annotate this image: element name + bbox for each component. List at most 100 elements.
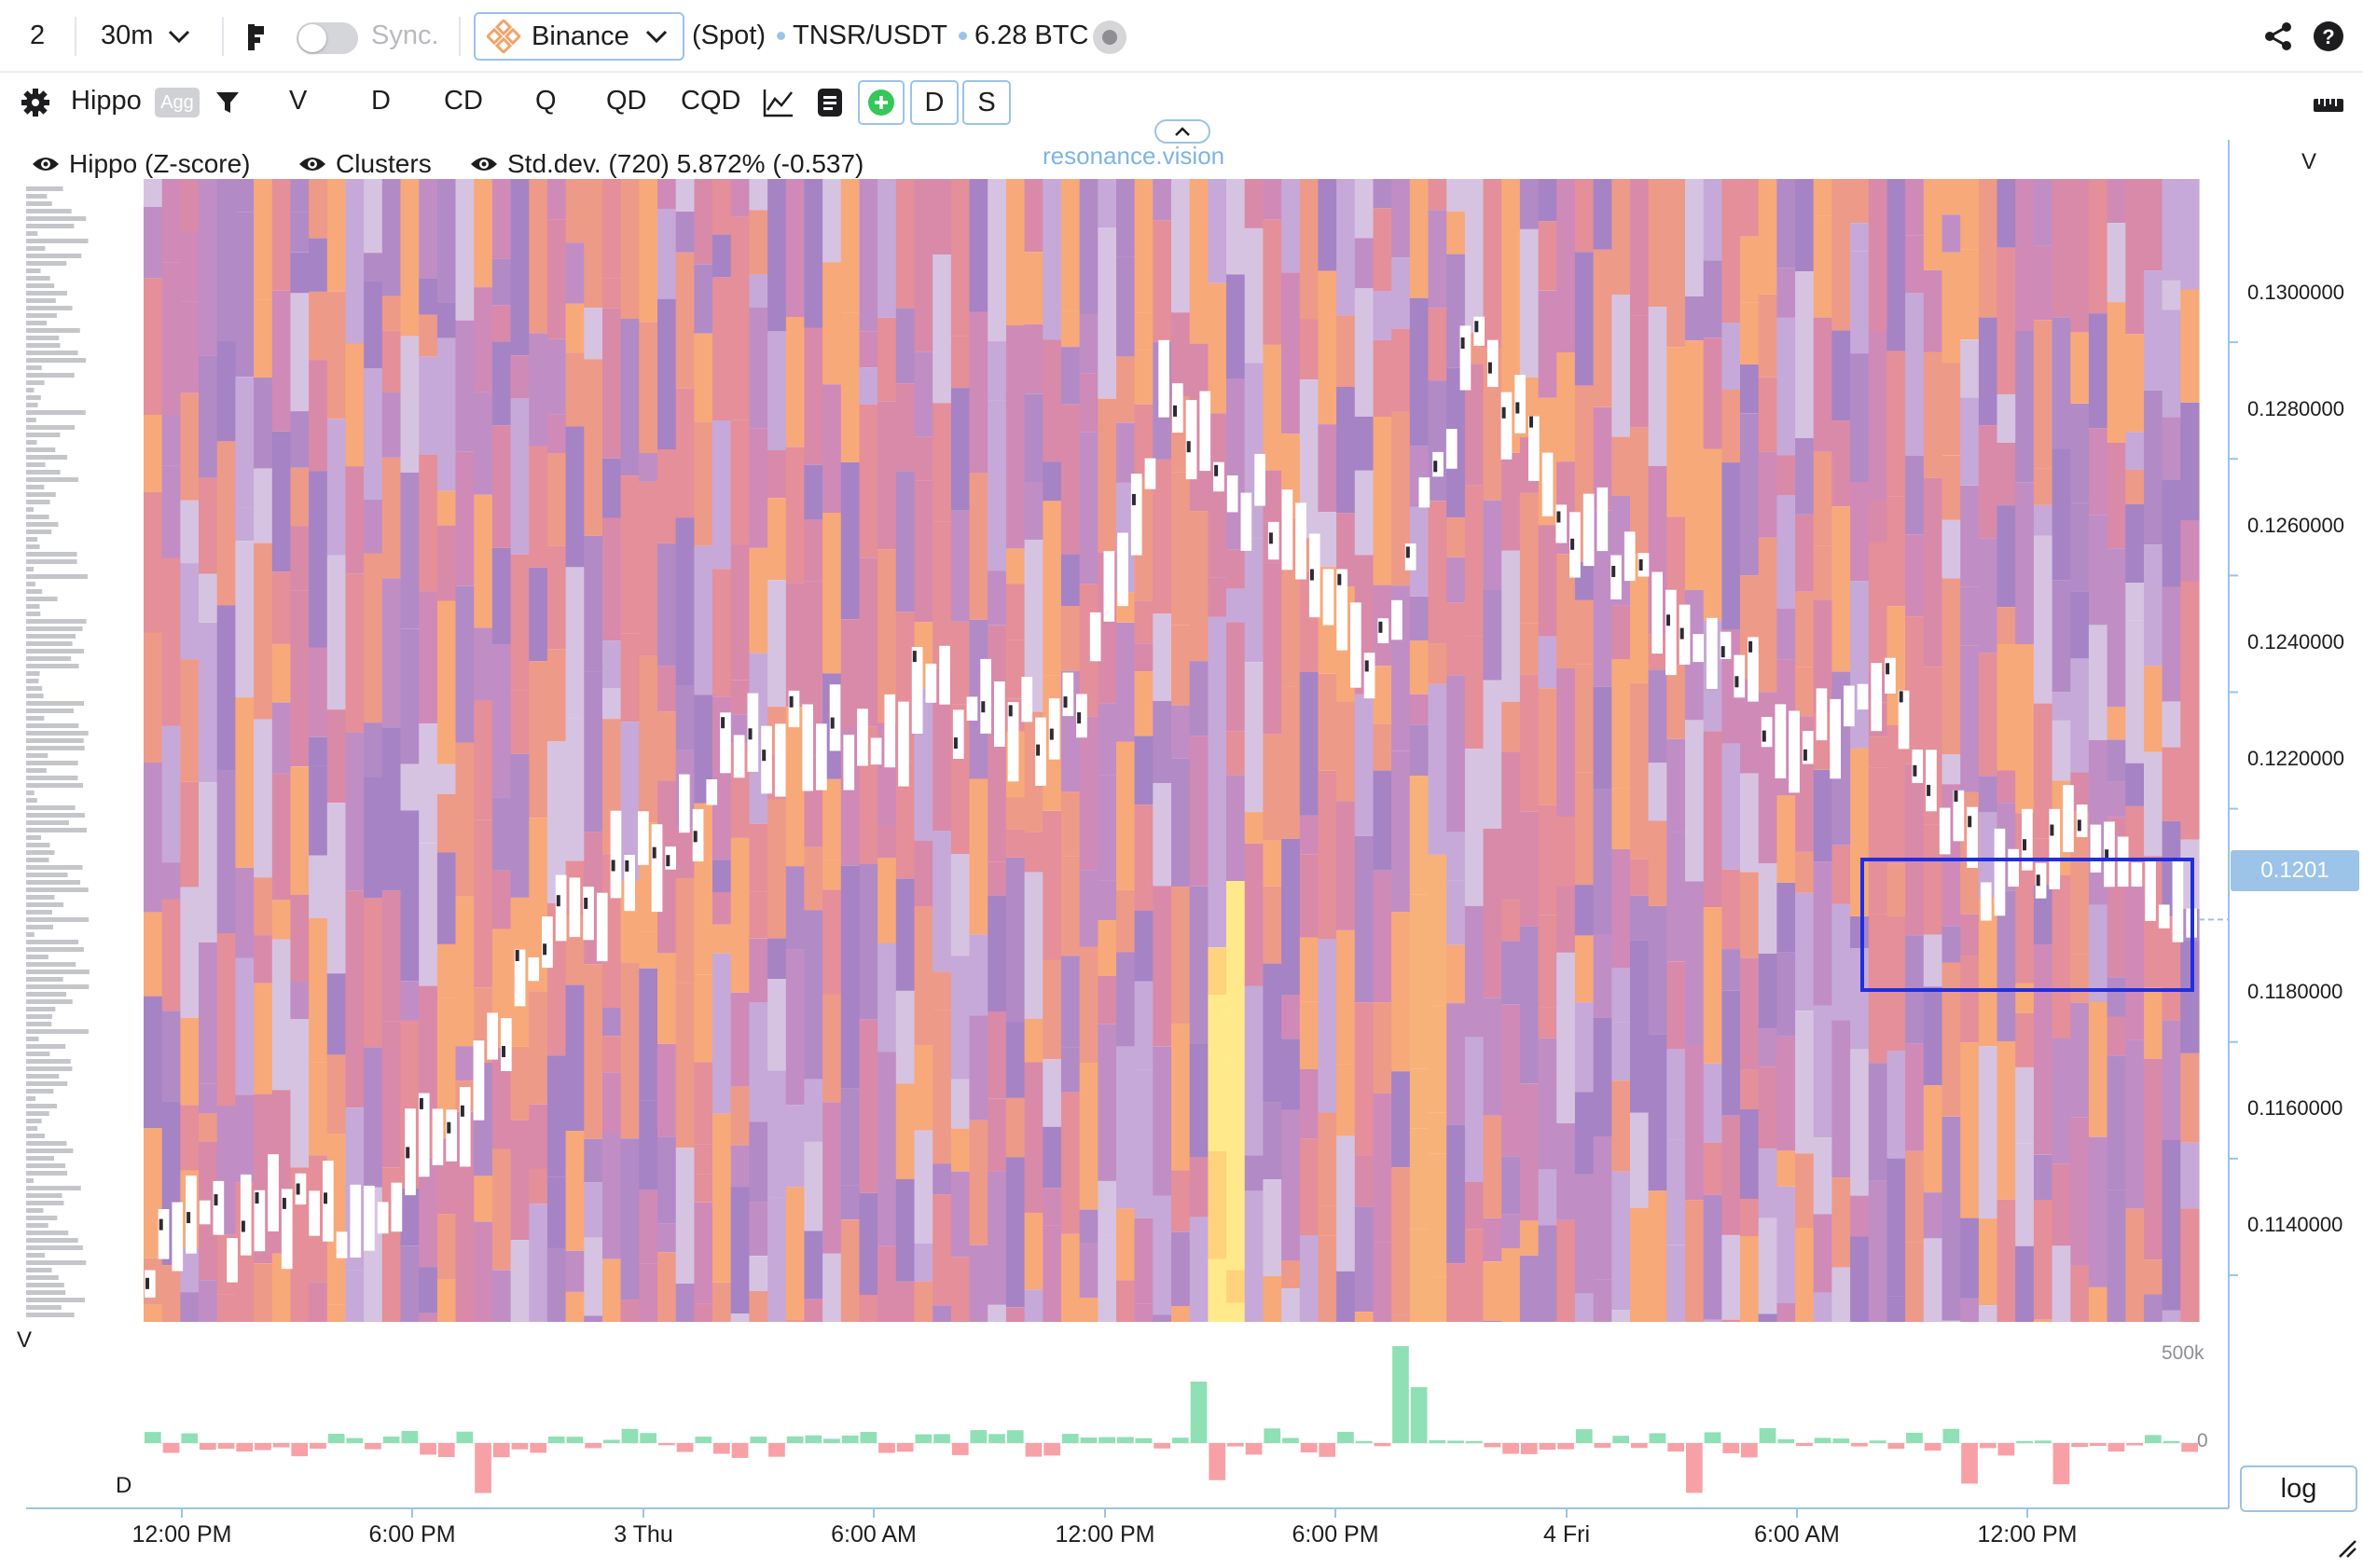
eye-icon[interactable] [32, 155, 60, 173]
selection-box[interactable] [1860, 858, 2194, 992]
heat-cell [1060, 901, 1081, 956]
chart-type-icon[interactable] [246, 22, 267, 52]
candle [1254, 453, 1265, 506]
notes-icon[interactable] [817, 88, 843, 117]
heat-cell [364, 499, 383, 554]
buy-bar [988, 1434, 1005, 1443]
buy-bar [1649, 1433, 1666, 1443]
legend-stddev[interactable]: Std.dev. (720) 5.872% (-0.537) [470, 149, 864, 179]
time-label: 6:00 AM [831, 1521, 917, 1547]
ruler-icon[interactable] [2313, 91, 2344, 114]
heat-cell [1079, 1209, 1099, 1243]
candle [1363, 653, 1375, 699]
candle [1459, 325, 1472, 391]
heat-cell [2125, 469, 2145, 504]
heat-cell [1171, 759, 1191, 887]
cluster-mark [1556, 511, 1561, 523]
btn-qd[interactable]: QD [606, 86, 647, 116]
heat-cell [436, 852, 457, 944]
heat-cell [1776, 1150, 1796, 1187]
profile-bar [26, 1059, 71, 1064]
profile-bar [26, 1104, 58, 1108]
heat-cell [1043, 752, 1062, 811]
heat-cell [1630, 554, 1650, 683]
candle [679, 774, 690, 833]
heat-cell [1336, 315, 1356, 387]
cluster-mark [214, 1194, 218, 1206]
profile-bar [26, 1193, 62, 1198]
heat-cell [1776, 495, 1796, 609]
heat-cell [529, 179, 548, 334]
candle [528, 957, 540, 982]
heat-cell [1483, 589, 1502, 681]
heat-cell [657, 1252, 677, 1322]
heat-cell [1208, 1259, 1227, 1322]
heat-cell [1354, 470, 1375, 556]
heat-cell [455, 1267, 475, 1322]
legend-hippo[interactable]: Hippo (Z-score) [32, 149, 250, 179]
heat-cell [546, 1176, 567, 1248]
filter-icon[interactable] [214, 89, 241, 116]
heat-cell [1043, 461, 1062, 502]
exchange-select[interactable]: Binance [474, 12, 684, 61]
heat-cell [1226, 179, 1246, 275]
collapse-toolbar-button[interactable] [1154, 119, 1210, 144]
candle [1569, 512, 1581, 578]
heat-cell [1116, 356, 1136, 423]
sell-bar [1594, 1443, 1611, 1448]
btn-d[interactable]: D [371, 86, 391, 116]
btn-cqd[interactable]: CQD [681, 86, 741, 116]
line-chart-icon[interactable] [763, 88, 795, 117]
resize-handle-icon[interactable] [2337, 1538, 2357, 1559]
heat-cell [950, 1171, 971, 1258]
profile-bar [26, 1163, 66, 1168]
profile-bar [26, 1283, 64, 1287]
profile-bar [26, 887, 89, 892]
indicator-name[interactable]: Hippo [71, 86, 142, 116]
help-icon[interactable]: ? [2313, 21, 2344, 52]
heat-cell [950, 510, 971, 622]
heat-cell [1024, 1062, 1043, 1213]
heat-cell [749, 179, 768, 211]
sell-bar [713, 1443, 730, 1454]
btn-cd[interactable]: CD [444, 86, 483, 116]
buy-bar [841, 1435, 859, 1443]
heat-cell [1960, 914, 1980, 956]
heat-cell [254, 543, 273, 720]
heat-cell [584, 671, 603, 832]
profile-bar [26, 798, 37, 803]
heat-cell [2180, 402, 2200, 521]
candle [1555, 504, 1568, 543]
toggle-d-button[interactable]: D [910, 80, 959, 125]
cluster-mark [1008, 705, 1013, 717]
record-icon[interactable] [1093, 21, 1126, 54]
interval-selector[interactable]: 30m [101, 21, 192, 51]
share-icon[interactable] [2262, 21, 2294, 52]
sync-toggle[interactable] [297, 22, 358, 54]
eye-icon[interactable] [470, 155, 498, 173]
eye-icon[interactable] [298, 155, 326, 173]
btn-v[interactable]: V [289, 86, 308, 116]
profile-bar [26, 328, 80, 333]
symbol-info[interactable]: (Spot) TNSR/USDT 6.28 BTC [692, 21, 1088, 51]
heat-cell [2125, 583, 2145, 621]
candle [1967, 806, 1978, 868]
heat-cell [529, 991, 548, 1105]
log-scale-button[interactable]: log [2240, 1465, 2357, 1512]
heat-cell [620, 544, 640, 634]
heat-cell [216, 933, 236, 1106]
candle [1240, 492, 1252, 551]
legend-clusters[interactable]: Clusters [298, 149, 432, 179]
add-indicator-button[interactable] [858, 80, 905, 125]
agg-badge[interactable]: Agg [155, 88, 200, 117]
candle [994, 681, 1005, 747]
heat-cell [950, 336, 971, 389]
buy-bar [1337, 1431, 1354, 1443]
layout-count[interactable]: 2 [30, 21, 46, 50]
btn-q[interactable]: Q [535, 86, 557, 116]
toggle-s-button[interactable]: S [962, 80, 1011, 125]
gear-icon[interactable] [21, 88, 50, 117]
heat-cell [822, 778, 842, 860]
heat-cell [1795, 437, 1815, 515]
